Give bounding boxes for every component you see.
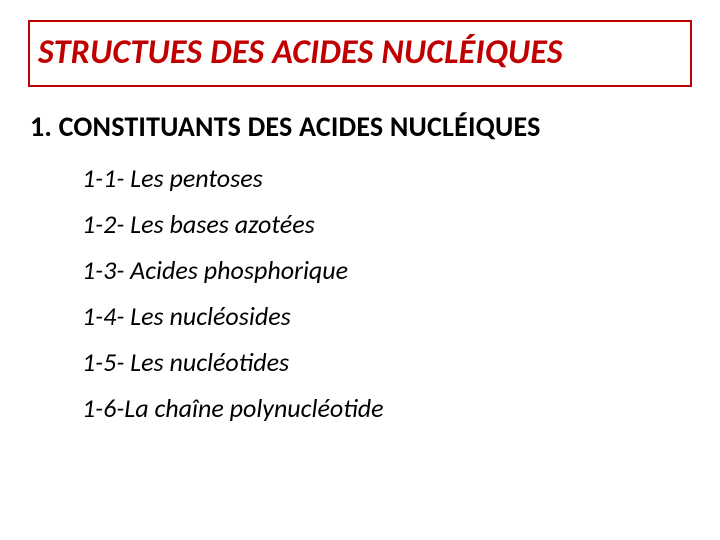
item-list: 1-1- Les pentoses 1-2- Les bases azotées… — [82, 162, 692, 424]
slide: STRUCTUES DES ACIDES NUCLÉIQUES 1. CONST… — [0, 0, 720, 540]
list-item: 1-3- Acides phosphorique — [82, 254, 692, 286]
list-item: 1-5- Les nucléotides — [82, 346, 692, 378]
list-item: 1-6-La chaîne polynucléotide — [82, 392, 692, 424]
title-box: STRUCTUES DES ACIDES NUCLÉIQUES — [28, 20, 692, 87]
section-heading: 1. CONSTITUANTS DES ACIDES NUCLÉIQUES — [30, 109, 692, 144]
list-item: 1-2- Les bases azotées — [82, 208, 692, 240]
list-item: 1-4- Les nucléosides — [82, 300, 692, 332]
list-item: 1-1- Les pentoses — [82, 162, 692, 194]
slide-title: STRUCTUES DES ACIDES NUCLÉIQUES — [38, 32, 682, 73]
